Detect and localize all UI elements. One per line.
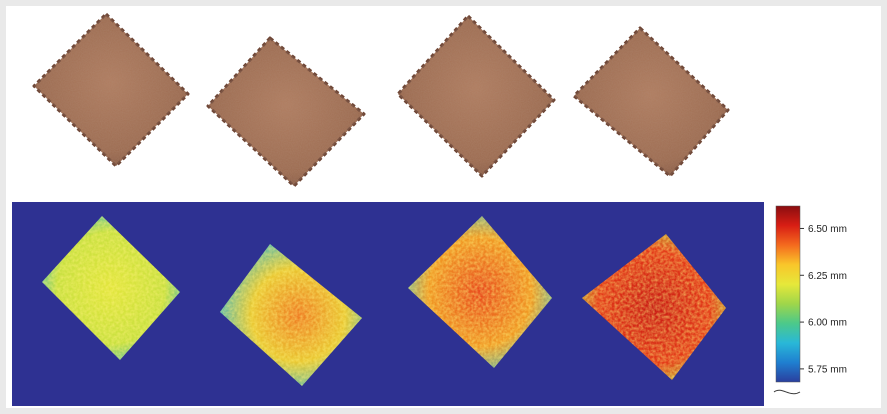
biscuit-photo-row [32,12,730,188]
colorbar-tick-label: 6.50 mm [808,224,847,235]
colorbar-gradient [775,205,801,383]
heightmap-3 [408,216,552,368]
figure-frame: 6.50 mm 6.25 mm 6.00 mm 5.75 mm [6,6,881,408]
colorbar-tick-label: 5.75 mm [808,364,847,375]
biscuit-photo-3 [396,14,556,178]
colorbar-tick-label: 6.00 mm [808,318,847,329]
colorbar-tick-label: 6.25 mm [808,271,847,282]
heightmap-4 [582,234,726,380]
colorbar: 6.50 mm 6.25 mm 6.00 mm 5.75 mm [773,205,847,395]
heightmap-panel [12,202,764,406]
heightmap-1 [42,216,180,360]
heightmap-2 [220,244,362,386]
biscuit-photo-2 [206,36,366,188]
colorbar-break-mark [773,384,801,392]
biscuit-photo-1 [32,12,190,168]
biscuit-photo-4 [572,26,730,178]
